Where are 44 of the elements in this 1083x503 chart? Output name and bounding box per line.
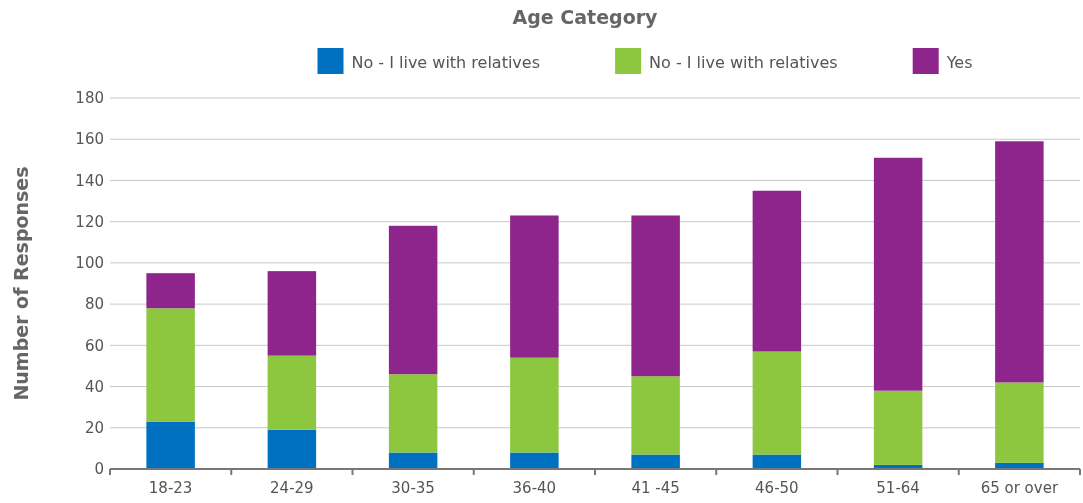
y-tick-label: 100: [75, 254, 104, 273]
y-tick-label: 60: [84, 336, 104, 355]
bar: [146, 273, 195, 309]
x-tick-label: 46-50: [755, 479, 799, 497]
bar: [146, 308, 195, 422]
x-tick-label: 41 -45: [631, 479, 680, 497]
bar: [388, 452, 438, 469]
y-tick-label: 160: [75, 130, 104, 149]
y-tick-label: 180: [75, 89, 104, 108]
y-tick-label: 20: [84, 419, 104, 438]
bar: [510, 452, 559, 469]
bar: [995, 141, 1044, 383]
bar: [631, 215, 680, 377]
y-tick-label: 80: [84, 295, 104, 314]
legend-label: No - I live with relatives: [351, 52, 541, 72]
bar: [631, 376, 680, 455]
x-tick-label: 30-35: [391, 479, 435, 497]
x-tick-label: 36-40: [512, 479, 557, 497]
y-tick-label: 140: [75, 171, 104, 190]
bar: [510, 357, 559, 453]
x-tick-label: 51-64: [876, 479, 920, 497]
bar: [752, 190, 802, 352]
bar: [873, 157, 923, 391]
y-tick-label: 0: [94, 460, 104, 479]
bar: [873, 390, 923, 465]
y-tick-label: 40: [84, 377, 104, 396]
bar: [631, 454, 680, 469]
bar: [146, 421, 195, 469]
legend-title: Age Category: [512, 6, 659, 28]
y-axis-title: Number of Responses: [10, 166, 32, 401]
legend-label: Yes: [945, 52, 973, 72]
legend-label: No - I live with relatives: [649, 52, 838, 72]
x-tick-label: 24-29: [270, 479, 314, 497]
bar: [388, 225, 438, 375]
bar: [510, 215, 559, 358]
x-tick-label: 18-23: [148, 479, 193, 497]
bar: [267, 429, 317, 469]
y-tick-label: 120: [75, 212, 104, 231]
bar: [995, 382, 1044, 463]
bar: [752, 351, 802, 455]
bar: [388, 374, 438, 453]
x-tick-label: 65 or over: [980, 479, 1059, 497]
bar: [267, 271, 317, 356]
bar: [267, 355, 317, 430]
